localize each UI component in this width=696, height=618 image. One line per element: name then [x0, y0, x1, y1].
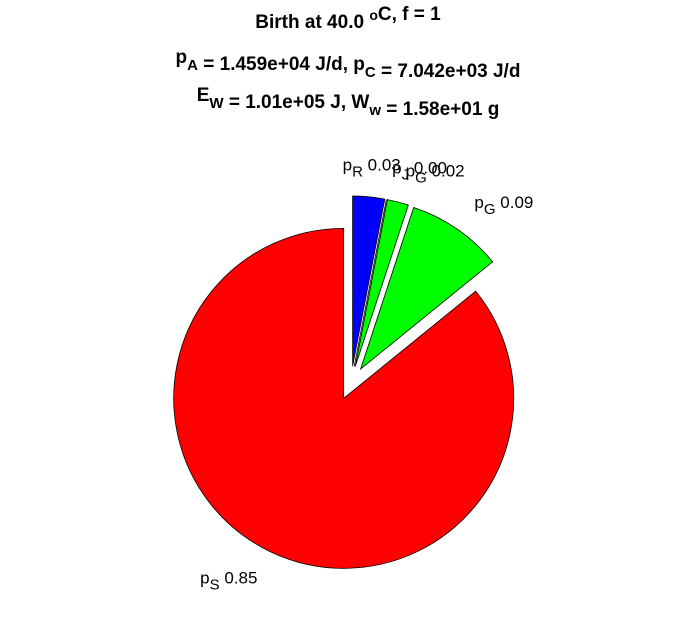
label-value: 0.03 [368, 156, 401, 175]
pie-slice [359, 206, 494, 371]
slice-label: pR 0.03 [343, 156, 401, 180]
label-subscript: J [402, 166, 410, 183]
pie-slice [352, 195, 386, 367]
pie-slice [173, 227, 515, 569]
slice-label: pG 0.09 [474, 193, 533, 217]
slice-label: pG 0.02 [406, 162, 465, 186]
title-subscript: C [365, 64, 376, 81]
title-text: p [176, 47, 188, 68]
chart-title: Birth at 40.0 oC, f = 1 [255, 4, 441, 33]
title-text: C, f = 1 [378, 4, 441, 25]
label-base: p [474, 193, 483, 212]
slice-label: pS 0.85 [200, 569, 257, 593]
title-text: Birth at 40.0 [255, 12, 369, 33]
chart-title: EW = 1.01e+05 J, Ww = 1.58e+01 g [197, 85, 500, 120]
slice-label: pJ 0.00 [392, 159, 447, 183]
label-subscript: R [352, 163, 363, 180]
pie-slice [354, 199, 409, 367]
label-value: 0.09 [500, 193, 533, 212]
title-text: = 1.58e+01 g [381, 99, 499, 120]
label-subscript: G [484, 201, 496, 218]
label-base: p [200, 569, 209, 588]
title-text: = 1.01e+05 J, W [224, 92, 370, 113]
label-value: 0.85 [224, 569, 257, 588]
label-base: p [406, 162, 415, 181]
label-subscript: G [415, 169, 427, 186]
label-value: 0.02 [432, 162, 465, 181]
title-subscript: w [368, 102, 381, 119]
title-superscript: o [369, 7, 378, 23]
title-subscript: A [187, 57, 198, 74]
title-text: E [197, 85, 210, 106]
label-value: 0.00 [414, 159, 447, 178]
title-subscript: W [209, 95, 224, 112]
label-base: p [392, 159, 401, 178]
label-subscript: S [210, 576, 220, 593]
label-base: p [343, 156, 352, 175]
chart-title: pA = 1.459e+04 J/d, pC = 7.042e+03 J/d [176, 47, 521, 82]
title-text: = 1.459e+04 J/d, p [198, 54, 365, 75]
title-text: = 7.042e+03 J/d [376, 61, 521, 82]
